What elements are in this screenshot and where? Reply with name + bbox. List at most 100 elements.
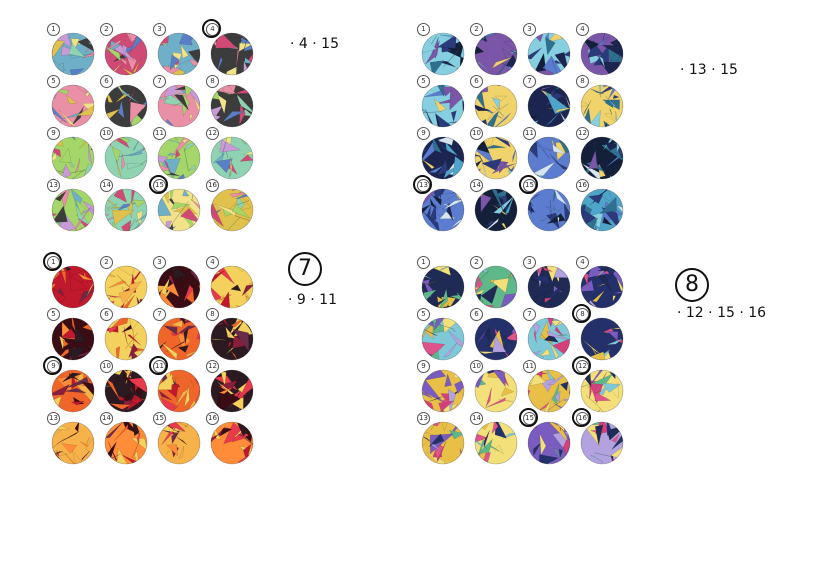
- swatch-5[interactable]: 5: [417, 75, 467, 128]
- geometric-palette-disc: [474, 188, 518, 232]
- swatch-3[interactable]: 3: [523, 256, 573, 309]
- swatch-2[interactable]: 2: [100, 256, 150, 309]
- geometric-palette-disc: [104, 84, 148, 128]
- swatch-15[interactable]: 15: [519, 408, 573, 465]
- swatch-11[interactable]: 11: [523, 360, 573, 413]
- swatch-2[interactable]: 2: [470, 23, 520, 76]
- geometric-palette-disc: [527, 136, 571, 180]
- swatch-3[interactable]: 3: [153, 256, 203, 309]
- swatch-5[interactable]: 5: [417, 308, 467, 361]
- swatch-15[interactable]: 15: [149, 175, 203, 232]
- swatch-9[interactable]: 9: [47, 127, 97, 180]
- swatch-10[interactable]: 10: [470, 360, 520, 413]
- swatch-9[interactable]: 9: [417, 127, 467, 180]
- swatch-7[interactable]: 7: [523, 75, 573, 128]
- swatch-13[interactable]: 13: [47, 179, 97, 232]
- swatch-8[interactable]: 8: [576, 75, 626, 128]
- swatch-9[interactable]: 9: [417, 360, 467, 413]
- swatch-15[interactable]: 15: [153, 412, 203, 465]
- swatch-4[interactable]: 4: [576, 256, 626, 309]
- swatch-13[interactable]: 13: [47, 412, 97, 465]
- swatch-4[interactable]: 4: [206, 256, 256, 309]
- note-text: · 9 · 11: [288, 292, 337, 308]
- swatch-14[interactable]: 14: [470, 179, 520, 232]
- swatch-15[interactable]: 15: [519, 175, 573, 232]
- handwritten-note: · 13 · 15: [680, 62, 738, 78]
- swatch-2[interactable]: 2: [100, 23, 150, 76]
- swatch-1[interactable]: 1: [417, 23, 467, 76]
- swatch-12[interactable]: 12: [576, 127, 626, 180]
- swatch-number-label: 14: [470, 179, 483, 192]
- geometric-palette-disc: [580, 317, 624, 361]
- swatch-14[interactable]: 14: [100, 179, 150, 232]
- swatch-number-label: 12: [206, 127, 219, 140]
- geometric-palette-disc: [527, 369, 571, 413]
- geometric-palette-disc: [580, 32, 624, 76]
- swatch-4[interactable]: 4: [576, 23, 626, 76]
- swatch-16[interactable]: 16: [572, 408, 626, 465]
- swatch-9[interactable]: 9: [43, 356, 97, 413]
- swatch-7[interactable]: 7: [153, 308, 203, 361]
- geometric-palette-disc: [527, 421, 571, 465]
- swatch-1[interactable]: 1: [43, 252, 97, 309]
- swatch-number-label: 2: [100, 23, 113, 36]
- swatch-6[interactable]: 6: [470, 308, 520, 361]
- geometric-palette-disc: [104, 32, 148, 76]
- swatch-7[interactable]: 7: [153, 75, 203, 128]
- swatch-13[interactable]: 13: [413, 175, 467, 232]
- handwritten-note: · 12 · 15 · 16: [677, 305, 766, 321]
- swatch-10[interactable]: 10: [100, 360, 150, 413]
- geometric-palette-disc: [210, 84, 254, 128]
- swatch-8[interactable]: 8: [206, 308, 256, 361]
- swatch-number-label: 8: [206, 308, 219, 321]
- swatch-10[interactable]: 10: [100, 127, 150, 180]
- swatch-10[interactable]: 10: [470, 127, 520, 180]
- swatch-12[interactable]: 12: [206, 360, 256, 413]
- swatch-number-label: 3: [153, 256, 166, 269]
- swatch-8[interactable]: 8: [206, 75, 256, 128]
- geometric-palette-disc: [527, 317, 571, 361]
- geometric-palette-disc: [421, 421, 465, 465]
- swatch-8[interactable]: 8: [572, 304, 626, 361]
- swatch-16[interactable]: 16: [206, 412, 256, 465]
- swatch-number-label: 1: [417, 256, 430, 269]
- swatch-14[interactable]: 14: [470, 412, 520, 465]
- swatch-6[interactable]: 6: [470, 75, 520, 128]
- hand-drawn-circle-mark: [413, 175, 432, 194]
- swatch-5[interactable]: 5: [47, 308, 97, 361]
- swatch-number-label: 4: [206, 256, 219, 269]
- swatch-3[interactable]: 3: [523, 23, 573, 76]
- swatch-12[interactable]: 12: [572, 356, 626, 413]
- geometric-palette-disc: [421, 265, 465, 309]
- swatch-2[interactable]: 2: [470, 256, 520, 309]
- geometric-palette-disc: [580, 84, 624, 128]
- swatch-4[interactable]: 4: [202, 19, 256, 76]
- swatch-16[interactable]: 16: [576, 179, 626, 232]
- swatch-5[interactable]: 5: [47, 75, 97, 128]
- hand-drawn-circle-mark: [572, 408, 591, 427]
- hand-drawn-circle-mark: [149, 175, 168, 194]
- swatch-1[interactable]: 1: [417, 256, 467, 309]
- swatch-7[interactable]: 7: [523, 308, 573, 361]
- swatch-number-label: 14: [100, 179, 113, 192]
- swatch-number-label: 9: [47, 127, 60, 140]
- geometric-palette-disc: [51, 84, 95, 128]
- swatch-14[interactable]: 14: [100, 412, 150, 465]
- swatch-number-label: 14: [470, 412, 483, 425]
- swatch-number-label: 4: [576, 256, 589, 269]
- handwritten-circled-number: 8: [675, 268, 709, 302]
- swatch-11[interactable]: 11: [153, 127, 203, 180]
- swatch-number-label: 11: [153, 127, 166, 140]
- swatch-6[interactable]: 6: [100, 75, 150, 128]
- swatch-12[interactable]: 12: [206, 127, 256, 180]
- swatch-11[interactable]: 11: [149, 356, 203, 413]
- swatch-6[interactable]: 6: [100, 308, 150, 361]
- swatch-1[interactable]: 1: [47, 23, 97, 76]
- geometric-palette-disc: [527, 32, 571, 76]
- swatch-13[interactable]: 13: [417, 412, 467, 465]
- geometric-palette-disc: [210, 188, 254, 232]
- geometric-palette-disc: [157, 317, 201, 361]
- swatch-3[interactable]: 3: [153, 23, 203, 76]
- swatch-11[interactable]: 11: [523, 127, 573, 180]
- swatch-16[interactable]: 16: [206, 179, 256, 232]
